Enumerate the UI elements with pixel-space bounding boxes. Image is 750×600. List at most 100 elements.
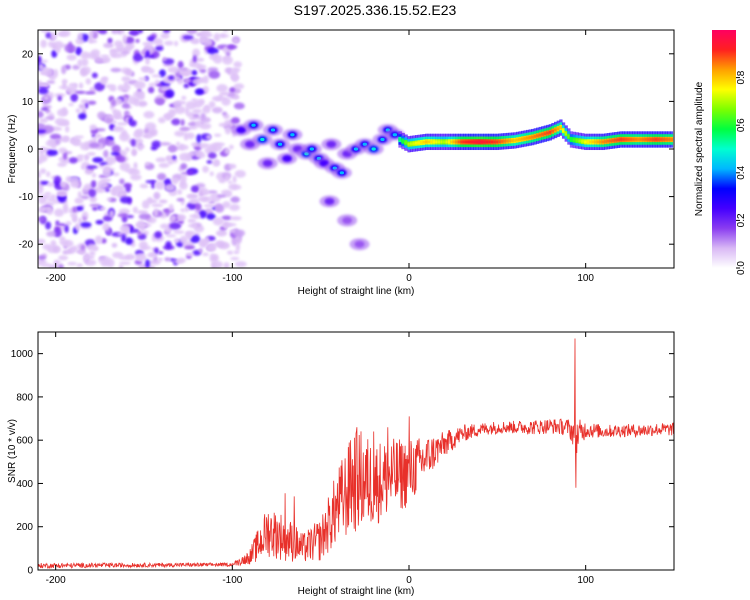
heatmap-cell [155, 79, 160, 84]
heatmap-cell [43, 147, 50, 152]
heatmap-cell [222, 201, 231, 209]
heatmap-cell [176, 198, 185, 202]
heatmap-cell [40, 180, 49, 185]
heatmap-cell [72, 64, 80, 70]
colorbar-tick-label: 0.4 [736, 165, 747, 179]
heatmap-cell [478, 140, 482, 144]
heatmap-cell [64, 125, 70, 133]
heatmap-cell [47, 182, 55, 187]
heatmap-cell [153, 38, 163, 46]
heatmap-cell [442, 140, 446, 144]
heatmap-cell [667, 138, 671, 141]
heatmap-cell [262, 159, 273, 167]
heatmap-cell [132, 53, 144, 62]
heatmap-cell [213, 33, 221, 42]
heatmap-cell [601, 140, 605, 144]
heatmap-cell [105, 188, 110, 193]
heatmap-cell [54, 138, 61, 146]
heatmap-cell [225, 51, 231, 57]
heatmap-cell [455, 140, 459, 144]
colorbar-tick-label: 0.8 [736, 70, 747, 84]
heatmap-cell [198, 210, 207, 219]
heatmap-cell [556, 127, 560, 131]
heatmap-cell [74, 197, 84, 205]
snr-x-axis-label: Height of straight line (km) [298, 586, 415, 597]
heatmap-cell [168, 75, 175, 81]
heatmap-cell [146, 196, 153, 203]
heatmap-cell [110, 151, 120, 156]
heatmap-cell [214, 97, 227, 101]
heatmap-cell [40, 30, 50, 33]
heatmap-cell [185, 252, 194, 257]
heatmap-cell [326, 140, 337, 148]
heatmap-cell [521, 137, 525, 141]
heatmap-cell [88, 188, 97, 198]
heatmap-cell [533, 135, 537, 138]
heatmap-cell [427, 140, 431, 144]
heatmap-cell [53, 208, 65, 217]
heatmap-cell [46, 149, 59, 156]
heatmap-cell [531, 135, 535, 139]
heatmap-cell [324, 197, 335, 205]
heatmap-cell [354, 240, 365, 248]
heatmap-cell [177, 78, 184, 85]
heatmap-cell [80, 51, 90, 60]
heatmap-cell [115, 30, 122, 34]
heatmap-cell [46, 80, 56, 84]
heatmap-cell [227, 180, 233, 184]
heatmap-cell [89, 250, 96, 257]
heatmap-cell [98, 255, 111, 265]
heatmap-cell [407, 142, 411, 146]
heatmap-cell [70, 93, 79, 102]
heatmap-cell [39, 118, 48, 124]
heatmap-cell [216, 84, 228, 93]
heatmap-cell [75, 90, 86, 94]
heatmap-cell [111, 52, 123, 59]
heatmap-cell [79, 142, 90, 151]
heatmap-cell [159, 142, 172, 146]
snr-panel: -200 -100 0 100 0 200 400 600 800 1000 Height of… [7, 331, 675, 597]
heatmap-cell [165, 234, 177, 238]
heatmap-cell [162, 30, 171, 34]
heatmap-cell [134, 80, 146, 89]
heatmap-cell [162, 56, 167, 62]
heatmap-cell [270, 128, 276, 132]
heatmap-cell [567, 135, 571, 138]
heatmap-cell [122, 34, 128, 43]
heatmap-cell [165, 241, 172, 249]
spectrogram-y-ticks: -20 -10 0 10 20 [19, 49, 674, 251]
heatmap-cell [105, 84, 117, 89]
heatmap-cell [121, 50, 131, 55]
x-tick-label: -200 [46, 575, 66, 586]
heatmap-cell [68, 157, 78, 164]
heatmap-cell [627, 138, 631, 141]
heatmap-cell [90, 180, 97, 189]
heatmap-cell [177, 189, 183, 195]
colorbar: 0.0 0.2 0.4 0.6 0.8 Normalized spectral ampl… [694, 30, 747, 275]
heatmap-cell [561, 129, 566, 132]
heatmap-cell [190, 185, 199, 193]
heatmap-cell [40, 107, 49, 111]
heatmap-cell [589, 140, 593, 144]
heatmap-cell [624, 138, 628, 141]
heatmap-cell [233, 102, 245, 110]
heatmap-cell [192, 55, 197, 63]
heatmap-cell [137, 100, 148, 107]
y-tick-label: 1000 [11, 349, 34, 360]
heatmap-cell [52, 245, 61, 254]
heatmap-cell [167, 160, 174, 165]
heatmap-cell [66, 54, 77, 61]
heatmap-cell [128, 30, 140, 36]
heatmap-cell [91, 72, 98, 79]
heatmap-cell [191, 70, 198, 76]
heatmap-cell [58, 147, 68, 154]
heatmap-cell [192, 213, 201, 220]
heatmap-cell [39, 168, 47, 175]
heatmap-cell [38, 110, 44, 118]
heatmap-cell [158, 162, 170, 168]
heatmap-cell [89, 124, 97, 131]
heatmap-cell [153, 191, 161, 200]
heatmap-cell [125, 237, 133, 245]
heatmap-cell [57, 263, 64, 268]
x-tick-label: 100 [577, 575, 594, 586]
